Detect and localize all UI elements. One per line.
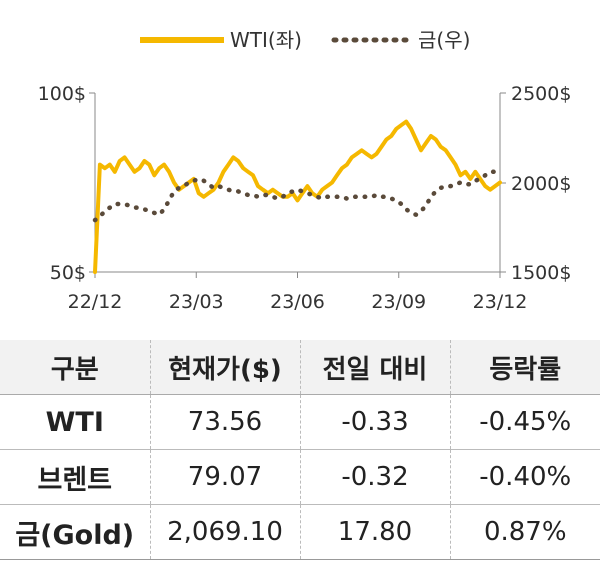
left-tick-label-100: 100$ <box>38 83 86 105</box>
cell-change-rate: -0.40% <box>449 449 600 505</box>
cell-day-change: -0.33 <box>299 394 450 450</box>
table-header-row: 구분 현재가($) 전일 대비 등락률 <box>0 340 600 395</box>
price-table: 구분 현재가($) 전일 대비 등락률 WTI 73.56 -0.33 -0.4… <box>0 340 600 560</box>
cell-day-change: -0.32 <box>299 449 450 505</box>
x-tick-label: 23/03 <box>169 291 224 313</box>
x-ticks: 22/12 23/03 23/06 23/09 23/12 <box>68 272 528 313</box>
series-gold-line <box>92 167 503 223</box>
legend: WTI(좌) 금(우) <box>140 28 470 52</box>
axes: 100$ 50$ 2500$ 2000$ 1500$ <box>38 83 572 284</box>
table-row: 브렌트 79.07 -0.32 -0.40% <box>0 449 600 505</box>
cell-current-price: 73.56 <box>149 394 300 450</box>
left-tick-label-50: 50$ <box>50 262 86 284</box>
legend-wti-label: WTI(좌) <box>230 28 302 52</box>
row-name: 금(Gold) <box>0 504 150 560</box>
header-change-rate: 등락률 <box>449 340 600 395</box>
header-day-change: 전일 대비 <box>299 340 450 395</box>
cell-current-price: 2,069.10 <box>149 504 300 560</box>
cell-change-rate: 0.87% <box>449 504 600 560</box>
table-row: WTI 73.56 -0.33 -0.45% <box>0 394 600 450</box>
series <box>92 119 503 274</box>
right-tick-label-2000: 2000$ <box>511 173 571 195</box>
cell-day-change: 17.80 <box>299 504 450 560</box>
header-current-price: 현재가($) <box>149 340 300 395</box>
row-name: 브렌트 <box>0 449 150 505</box>
price-table-wrap: 구분 현재가($) 전일 대비 등락률 WTI 73.56 -0.33 -0.4… <box>0 340 600 560</box>
chart-area: WTI(좌) 금(우) 100$ 50$ 2500$ 2000$ 1500$ 2… <box>38 28 572 313</box>
cell-current-price: 79.07 <box>149 449 300 505</box>
x-tick-label: 23/06 <box>270 291 325 313</box>
table-row: 금(Gold) 2,069.10 17.80 0.87% <box>0 504 600 560</box>
x-tick-label: 23/09 <box>371 291 426 313</box>
x-tick-label: 22/12 <box>68 291 123 313</box>
series-wti-line <box>93 119 502 274</box>
legend-gold-label: 금(우) <box>418 28 470 52</box>
right-tick-label-1500: 1500$ <box>511 262 571 284</box>
line-chart: WTI(좌) 금(우) 100$ 50$ 2500$ 2000$ 1500$ 2… <box>38 28 572 313</box>
header-category: 구분 <box>0 340 150 395</box>
cell-change-rate: -0.45% <box>449 394 600 450</box>
row-name: WTI <box>0 394 150 450</box>
right-tick-label-2500: 2500$ <box>511 83 571 105</box>
x-tick-label: 23/12 <box>473 291 528 313</box>
